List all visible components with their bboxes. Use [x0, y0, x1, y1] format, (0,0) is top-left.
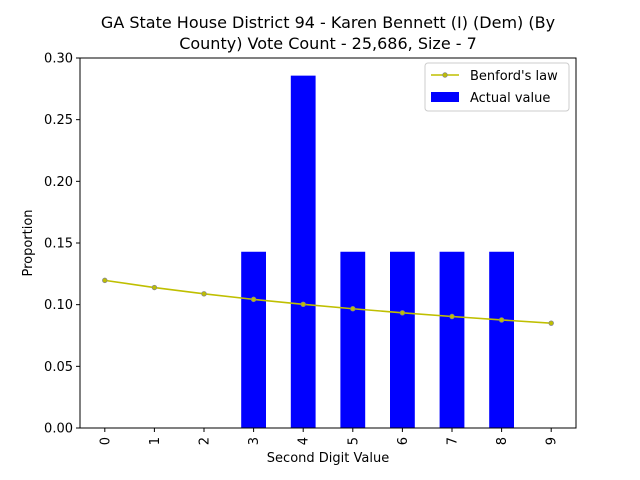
y-tick-label: 0.20 — [44, 175, 73, 190]
bar-digit-4 — [290, 75, 316, 429]
x-tick-label: 4 — [297, 437, 312, 445]
bar-digit-5 — [340, 251, 366, 428]
x-tick-label: 9 — [545, 437, 560, 445]
benford-point-8 — [498, 317, 505, 323]
bar-digit-7 — [439, 251, 465, 428]
x-axis-ticks: 0 1 2 3 4 5 6 7 8 9 — [98, 428, 560, 445]
chart-title-line2: County) Vote Count - 25,686, Size - 7 — [179, 34, 477, 53]
benford-point-0 — [102, 277, 108, 284]
bar-digit-6 — [390, 251, 415, 428]
bar-series — [241, 75, 514, 429]
y-axis-ticks: 0.00 0.05 0.10 0.15 0.20 0.25 0.30 — [44, 52, 80, 437]
x-tick-label: 3 — [247, 437, 262, 445]
y-tick-label: 0.00 — [44, 422, 73, 437]
benford-point-5 — [350, 306, 356, 312]
legend: Benford's law Actual value — [424, 62, 570, 112]
bar-digit-8 — [489, 251, 514, 428]
x-tick-label: 6 — [396, 437, 411, 445]
benford-point-3 — [250, 296, 257, 303]
y-tick-label: 0.25 — [44, 113, 73, 128]
bar-digit-3 — [241, 251, 266, 428]
y-tick-label: 0.15 — [44, 237, 73, 252]
x-tick-label: 5 — [346, 437, 361, 445]
legend-actual-label: Actual value — [470, 91, 550, 106]
legend-benford-marker — [442, 72, 448, 78]
x-tick-label: 8 — [495, 437, 510, 445]
benford-point-2 — [201, 291, 207, 297]
legend-box — [424, 62, 570, 112]
x-tick-label: 1 — [148, 437, 163, 445]
benford-point-7 — [449, 313, 455, 320]
legend-actual-swatch — [431, 92, 459, 102]
y-tick-label: 0.05 — [44, 360, 73, 375]
benford-point-4 — [300, 301, 306, 307]
benford-line — [104, 279, 552, 324]
x-tick-label: 0 — [98, 437, 113, 445]
benford-point-1 — [151, 284, 158, 291]
x-axis-label: Second Digit Value — [267, 451, 389, 466]
benford-line-series — [102, 277, 554, 326]
legend-benford-label: Benford's law — [470, 69, 558, 84]
x-tick-label: 7 — [446, 437, 461, 445]
benford-point-6 — [399, 310, 406, 316]
x-tick-label: 2 — [198, 437, 213, 445]
benford-point-9 — [548, 320, 554, 326]
chart-title-line1: GA State House District 94 - Karen Benne… — [101, 13, 555, 32]
y-tick-label: 0.30 — [44, 52, 73, 67]
y-axis-label: Proportion — [21, 209, 36, 276]
y-tick-label: 0.10 — [44, 298, 73, 313]
